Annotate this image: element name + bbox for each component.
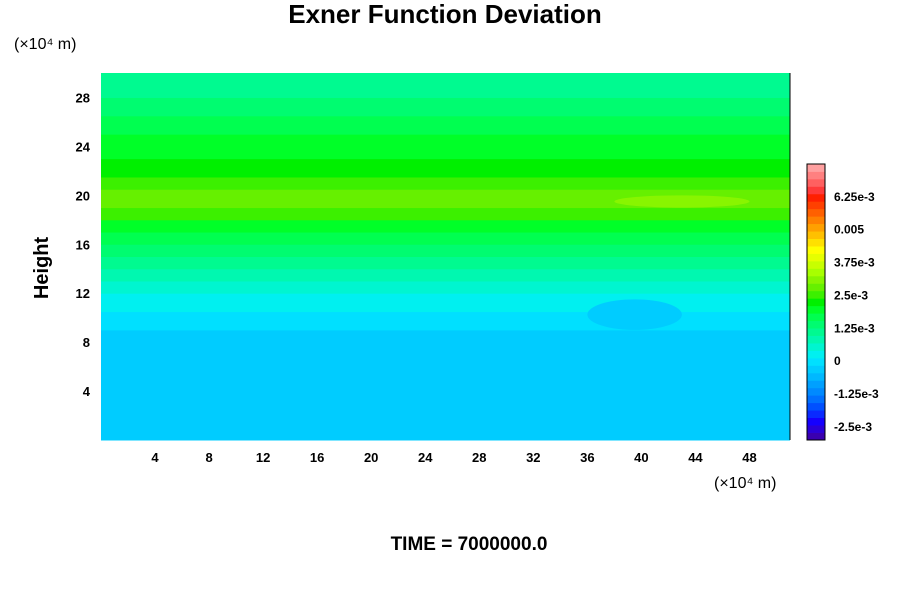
- colorbar-label: 2.5e-3: [834, 288, 868, 302]
- field-band-2: [101, 293, 790, 313]
- time-label: TIME = 7000000.0: [391, 534, 548, 555]
- colorbar-swatch: [807, 275, 825, 284]
- colorbar-label: 1.25e-3: [834, 321, 875, 335]
- field-band-15: [101, 97, 790, 117]
- field-band-8: [101, 219, 790, 233]
- colorbar-label: -2.5e-3: [834, 420, 872, 434]
- colorbar-swatch: [807, 186, 825, 195]
- y-tick-label: 20: [76, 188, 90, 203]
- y-axis-label: Height: [31, 237, 53, 300]
- colorbar: [806, 163, 826, 441]
- colorbar-swatch: [807, 402, 825, 411]
- x-tick-label: 40: [634, 450, 648, 465]
- field-band-5: [101, 256, 790, 270]
- y-tick-label: 24: [76, 139, 91, 154]
- colorbar-swatch: [807, 432, 825, 441]
- y-tick-label: 4: [83, 384, 91, 399]
- colorbar-swatch: [807, 253, 825, 262]
- colorbar-label: -1.25e-3: [834, 387, 879, 401]
- colorbar-swatch: [807, 357, 825, 366]
- x-tick-label: 36: [580, 450, 594, 465]
- colorbar-swatch: [807, 178, 825, 187]
- y-axis-ticks: 4 8 12 16 20 24 28: [76, 90, 91, 399]
- colorbar-swatch: [807, 380, 825, 389]
- colorbar-label: 0.005: [834, 223, 864, 237]
- colorbar-swatch: [807, 387, 825, 396]
- colorbar-swatch: [807, 298, 825, 307]
- colorbar-swatch: [807, 410, 825, 419]
- colorbar-frame: [806, 163, 826, 441]
- field-feature-patch: [614, 195, 750, 208]
- field-band-12: [101, 158, 790, 178]
- x-tick-label: 24: [418, 450, 433, 465]
- x-tick-label: 44: [688, 450, 703, 465]
- chart-title: Exner Function Deviation: [288, 0, 602, 29]
- colorbar-swatch: [807, 246, 825, 254]
- colorbar-swatch: [807, 313, 825, 322]
- colorbar-swatch: [807, 268, 825, 277]
- field-band-11: [101, 176, 790, 190]
- colorbar-swatch: [807, 193, 825, 202]
- x-tick-label: 8: [205, 450, 212, 465]
- colorbar-swatch: [807, 365, 825, 374]
- colorbar-swatch: [807, 395, 825, 404]
- colorbar-swatch: [807, 343, 825, 351]
- plot-area: [101, 73, 791, 441]
- colorbar-label: 0: [834, 354, 841, 368]
- colorbar-swatch: [807, 238, 825, 247]
- colorbar-swatch: [807, 208, 825, 217]
- y-axis-unit: (×10⁴ m): [14, 36, 76, 53]
- colorbar-swatch: [807, 260, 825, 269]
- colorbar-swatch: [807, 164, 825, 172]
- field-band-16: [101, 73, 790, 98]
- colorbar-label: 3.75e-3: [834, 256, 875, 270]
- field-band-9: [101, 207, 790, 221]
- colorbar-label: 6.25e-3: [834, 190, 875, 204]
- colorbar-swatch: [807, 283, 825, 292]
- x-tick-label: 32: [526, 450, 540, 465]
- y-tick-label: 8: [83, 335, 90, 350]
- field-band-6: [101, 244, 790, 257]
- y-tick-label: 28: [76, 90, 90, 105]
- field-band-13: [101, 134, 790, 160]
- field-band-7: [101, 232, 790, 245]
- y-tick-label: 16: [76, 237, 90, 252]
- x-tick-label: 16: [310, 450, 324, 465]
- colorbar-swatch: [807, 328, 825, 336]
- colorbar-swatch: [807, 290, 825, 299]
- colorbar-labels: -2.5e-3 -1.25e-3 0 1.25e-3 2.5e-3 3.75e-3 0.00…: [834, 190, 879, 434]
- colorbar-swatch: [807, 216, 825, 225]
- colorbar-swatch: [807, 417, 825, 426]
- colorbar-swatch: [807, 425, 825, 433]
- field-band-4: [101, 268, 790, 282]
- field-feature-bump: [587, 299, 682, 330]
- colorbar-swatch: [807, 223, 825, 232]
- colorbar-swatch: [807, 335, 825, 344]
- x-tick-label: 12: [256, 450, 270, 465]
- x-tick-label: 20: [364, 450, 378, 465]
- x-tick-label: 4: [151, 450, 159, 465]
- colorbar-swatch: [807, 171, 825, 180]
- colorbar-swatch: [807, 231, 825, 239]
- field-band-14: [101, 115, 790, 135]
- field-band-3: [101, 280, 790, 294]
- x-tick-label: 28: [472, 450, 486, 465]
- colorbar-swatch: [807, 350, 825, 359]
- field-band-0: [101, 329, 790, 441]
- x-axis-unit: (×10⁴ m): [714, 475, 776, 492]
- field-band-1: [101, 311, 790, 331]
- colorbar-swatch: [807, 320, 825, 329]
- colorbar-swatch: [807, 305, 825, 314]
- y-tick-label: 12: [76, 286, 90, 301]
- colorbar-swatch: [807, 201, 825, 210]
- x-tick-label: 48: [742, 450, 756, 465]
- colorbar-swatch: [807, 372, 825, 381]
- x-axis-ticks: 4 8 12 16 20 24 28 32 36 40 44 48: [151, 450, 756, 465]
